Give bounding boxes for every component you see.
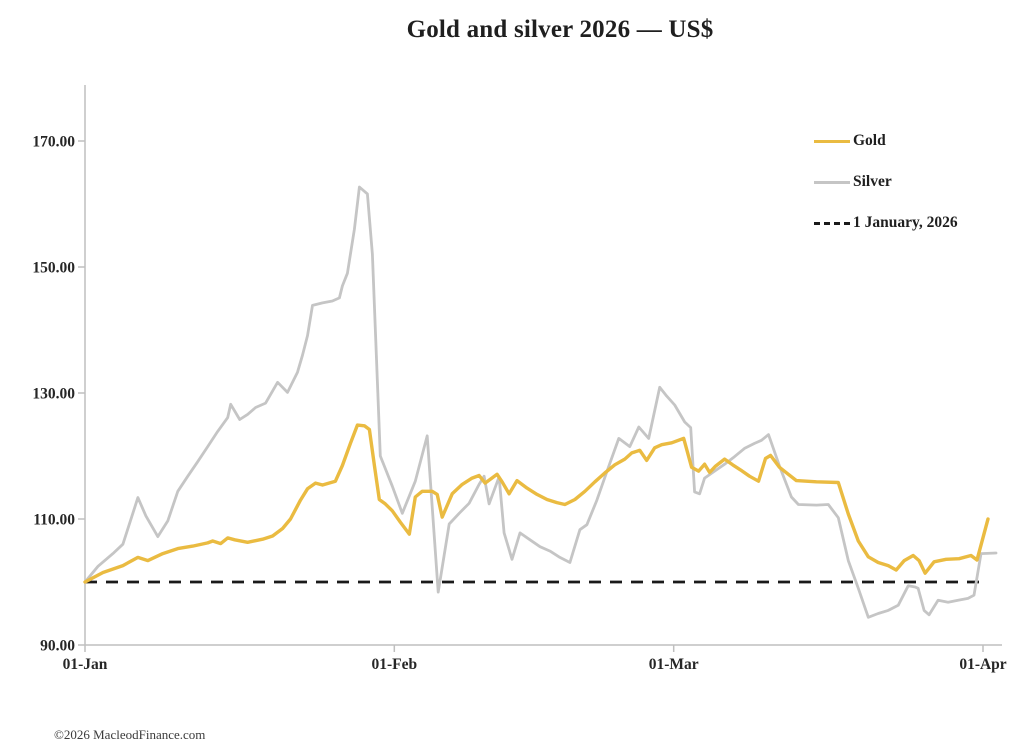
gold-series-line <box>83 423 990 584</box>
legend-item-baseline: 1 January, 2026 <box>814 212 958 234</box>
y-tick-label: 130.00 <box>32 386 75 403</box>
x-tick-label: 01-Feb <box>371 656 417 673</box>
legend-item-silver: Silver <box>814 171 958 193</box>
dashed-line-icon <box>814 221 850 225</box>
legend-label-gold: Gold <box>853 132 886 149</box>
x-tick-label: 01-Apr <box>959 656 1006 673</box>
page-title: Gold and silver 2026 — US$ <box>406 16 714 43</box>
y-tick-label: 90.00 <box>40 638 75 655</box>
y-tick-label: 170.00 <box>32 134 75 151</box>
silver-line-icon <box>814 180 850 184</box>
chart-legend: Gold Silver 1 January, 2026 <box>814 130 958 234</box>
silver-series-line <box>83 185 998 619</box>
x-tick-label: 01-Mar <box>649 656 699 673</box>
y-tick-label: 110.00 <box>33 512 75 529</box>
legend-label-silver: Silver <box>853 173 892 190</box>
legend-label-baseline: 1 January, 2026 <box>853 214 958 231</box>
y-tick-label: 150.00 <box>32 260 75 277</box>
x-tick-label: 01-Jan <box>63 656 108 673</box>
gold-line-icon <box>814 139 850 143</box>
legend-item-gold: Gold <box>814 130 958 152</box>
copyright-text: ©2026 MacleodFinance.com <box>54 727 206 742</box>
